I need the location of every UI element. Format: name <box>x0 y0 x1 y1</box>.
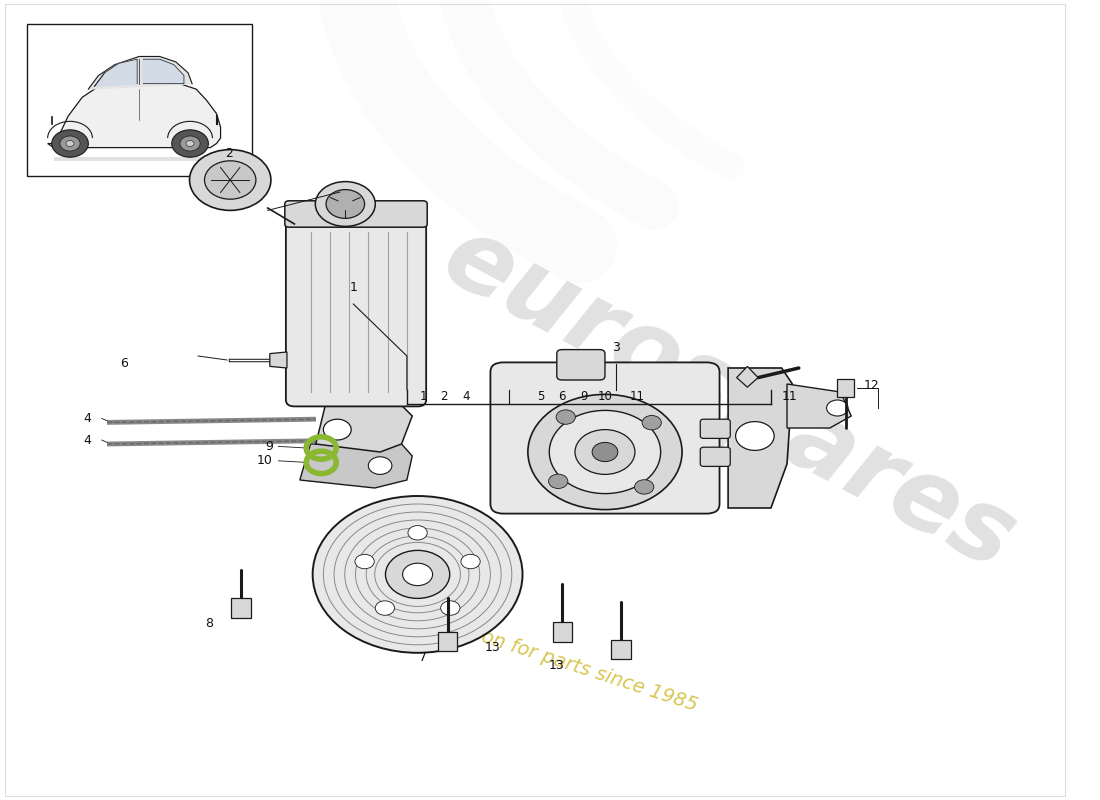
Circle shape <box>355 554 374 569</box>
Text: 10: 10 <box>597 390 613 402</box>
Circle shape <box>826 400 848 416</box>
Text: 3: 3 <box>612 342 619 354</box>
Text: 2: 2 <box>224 147 233 160</box>
Circle shape <box>205 161 256 199</box>
Circle shape <box>557 410 575 424</box>
Circle shape <box>180 136 200 151</box>
Circle shape <box>60 136 80 151</box>
Polygon shape <box>786 384 851 428</box>
Text: eurospares: eurospares <box>426 209 1031 591</box>
Polygon shape <box>316 400 412 452</box>
Polygon shape <box>552 622 572 642</box>
FancyBboxPatch shape <box>701 447 730 466</box>
Circle shape <box>441 601 460 615</box>
Text: a passion for parts since 1985: a passion for parts since 1985 <box>414 606 700 714</box>
Text: 5: 5 <box>537 390 544 402</box>
Polygon shape <box>54 157 231 162</box>
Circle shape <box>408 526 427 540</box>
Text: 6: 6 <box>121 358 129 370</box>
Circle shape <box>635 480 653 494</box>
Circle shape <box>642 415 661 430</box>
Text: 9: 9 <box>265 440 273 453</box>
Circle shape <box>528 394 682 510</box>
Text: 1: 1 <box>419 390 427 402</box>
Circle shape <box>186 141 194 146</box>
Circle shape <box>549 410 661 494</box>
Text: 4: 4 <box>84 434 91 446</box>
Circle shape <box>312 496 522 653</box>
Circle shape <box>189 150 271 210</box>
Polygon shape <box>438 632 458 651</box>
FancyBboxPatch shape <box>286 218 426 406</box>
Polygon shape <box>728 368 792 508</box>
FancyBboxPatch shape <box>285 201 427 227</box>
Circle shape <box>326 190 364 218</box>
Circle shape <box>66 141 74 146</box>
FancyBboxPatch shape <box>557 350 605 380</box>
Text: 4: 4 <box>84 412 91 425</box>
FancyBboxPatch shape <box>491 362 719 514</box>
Circle shape <box>592 442 618 462</box>
Text: 4: 4 <box>462 390 470 402</box>
Polygon shape <box>270 352 287 368</box>
Text: 10: 10 <box>257 454 273 467</box>
Text: 13: 13 <box>485 642 501 654</box>
Polygon shape <box>95 59 138 86</box>
Circle shape <box>736 422 774 450</box>
Polygon shape <box>300 444 412 488</box>
Circle shape <box>549 474 568 489</box>
Text: 1: 1 <box>350 282 358 294</box>
Text: 13: 13 <box>549 659 564 672</box>
Circle shape <box>172 130 208 157</box>
Text: 7: 7 <box>419 651 427 664</box>
Text: 11: 11 <box>629 390 645 402</box>
Circle shape <box>368 457 392 474</box>
Circle shape <box>323 419 351 440</box>
Circle shape <box>403 563 432 586</box>
Circle shape <box>385 550 450 598</box>
Polygon shape <box>231 598 251 618</box>
Text: 12: 12 <box>865 379 880 392</box>
Circle shape <box>461 554 481 569</box>
Polygon shape <box>47 79 221 147</box>
Circle shape <box>375 601 395 615</box>
Circle shape <box>52 130 88 157</box>
FancyBboxPatch shape <box>701 419 730 438</box>
FancyBboxPatch shape <box>26 24 252 176</box>
Text: 6: 6 <box>559 390 565 402</box>
Polygon shape <box>612 640 630 659</box>
Circle shape <box>316 182 375 226</box>
Polygon shape <box>143 59 184 84</box>
Polygon shape <box>88 57 192 89</box>
Text: 8: 8 <box>205 618 212 630</box>
Polygon shape <box>737 366 758 387</box>
Polygon shape <box>837 379 855 397</box>
Text: 2: 2 <box>441 390 448 402</box>
Text: 9: 9 <box>580 390 587 402</box>
Text: 11: 11 <box>782 390 797 402</box>
Circle shape <box>575 430 635 474</box>
